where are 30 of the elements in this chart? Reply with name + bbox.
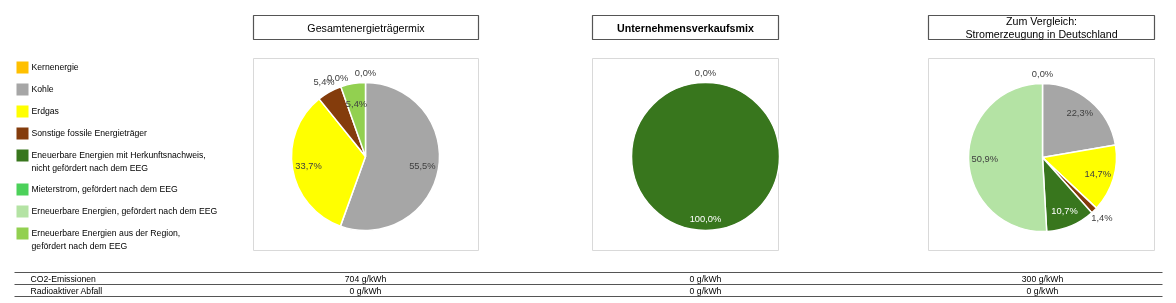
text: 0 g/kWh	[349, 285, 382, 296]
data-label: 100,0%	[689, 214, 722, 225]
data-label: 55,5%	[409, 161, 436, 172]
legend-label: Eneuerbare Energien mit Herkunftsnachweis, nicht gefördert nach dem EEG	[31, 149, 206, 173]
data-label: 22,3%	[1066, 108, 1093, 119]
text: 0,0%	[1031, 68, 1054, 79]
text: 0 g/kWh	[689, 273, 722, 284]
legend-label: Mieterstrom, gefördert nach dem EEG	[31, 183, 179, 194]
text: 704 g/kWh	[344, 273, 387, 284]
chart-title: Unternehmensverkaufsmix	[617, 21, 754, 34]
text: 300 g/kWh	[1021, 273, 1064, 284]
text: 0,0%	[354, 67, 377, 78]
legend-label: Erneuerbare Energien, gefördert nach dem EEG	[31, 205, 218, 216]
data-label: 1,4%	[1091, 213, 1113, 224]
data-label: 10,7%	[1051, 205, 1078, 216]
data-label: 50,9%	[971, 154, 999, 165]
text: 0 g/kWh	[1026, 285, 1059, 296]
legend-label: Erdgas	[31, 105, 60, 116]
legend-label: Kohle	[31, 83, 54, 94]
chart-title: Zum Vergleich: Stromerzeugung in Deutschland	[965, 14, 1118, 41]
legend-label: Erneuerbare Energien aus der Region, gefördert nach dem EEG	[31, 227, 181, 251]
legend-label: Kernenergie	[31, 61, 79, 72]
text: Radioaktiver Abfall	[30, 285, 103, 296]
text: 0,0%	[694, 67, 717, 78]
data-label: 33,7%	[295, 161, 322, 172]
text: 0 g/kWh	[689, 285, 722, 296]
legend-label: Sonstige fossile Energieträger	[31, 127, 148, 138]
text: CO2-Emissionen	[30, 273, 97, 284]
chart-title: Gesamtenergieträgermix	[307, 21, 426, 34]
data-label: 14,7%	[1084, 169, 1111, 180]
